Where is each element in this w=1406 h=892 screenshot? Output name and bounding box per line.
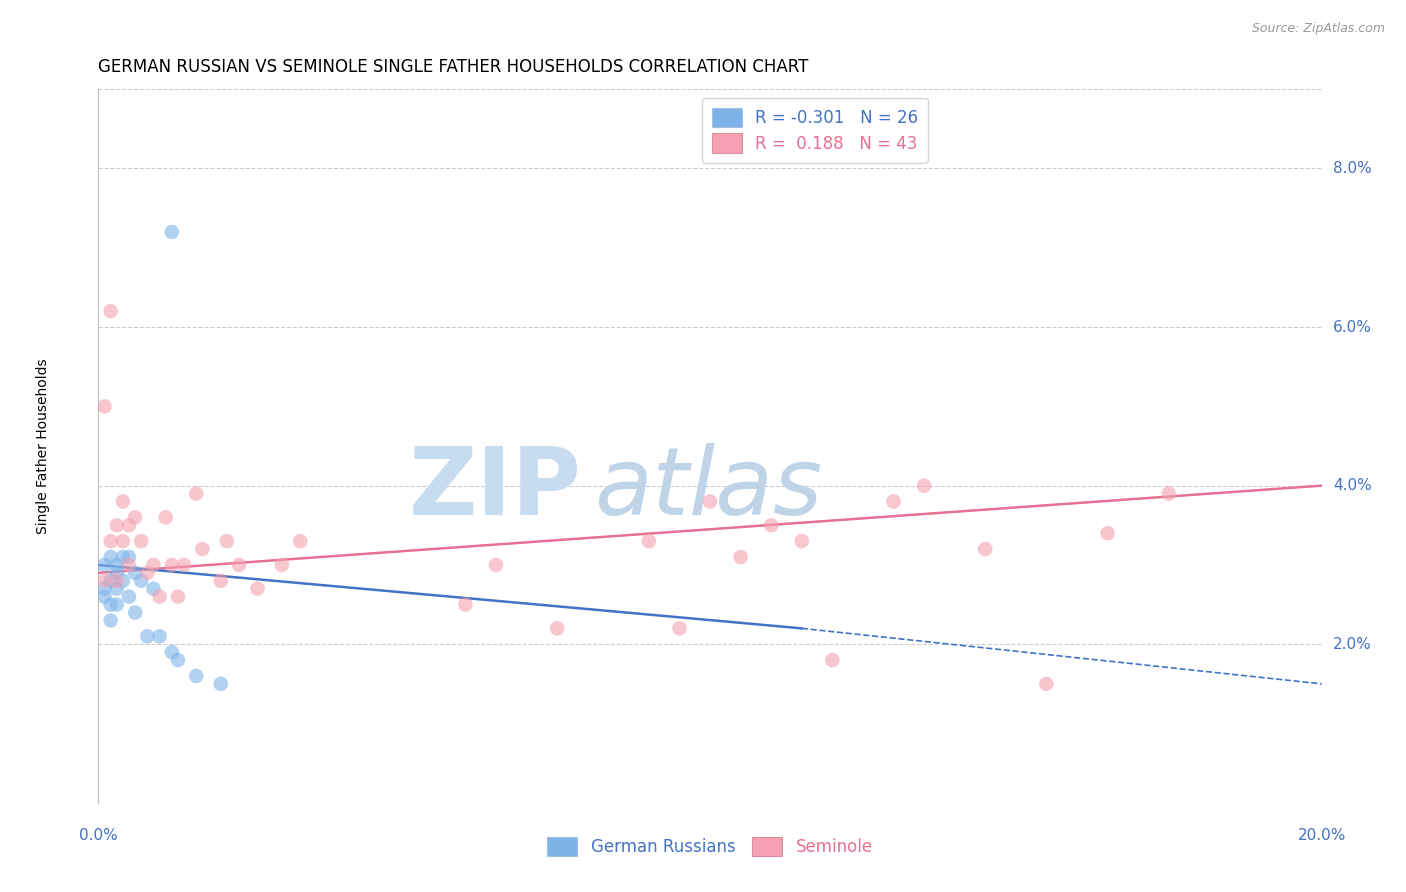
Text: ZIP: ZIP (409, 442, 582, 535)
Point (821, 653, 844, 667)
Point (100, 598, 122, 612)
Point (105, 566, 128, 580)
Point (637, 534, 661, 549)
Point (118, 558, 141, 572)
Text: 6.0%: 6.0% (1333, 319, 1372, 334)
Point (105, 582, 128, 596)
Point (105, 558, 128, 572)
Point (546, 621, 568, 635)
Point (105, 518, 128, 533)
Point (93, 558, 115, 572)
Point (124, 606, 146, 620)
Point (759, 518, 782, 533)
Point (93, 400, 115, 414)
Point (668, 621, 690, 635)
Point (167, 653, 190, 667)
Point (142, 582, 165, 596)
Point (485, 558, 508, 572)
Point (699, 494, 721, 508)
Point (111, 494, 134, 508)
Point (118, 518, 141, 533)
Point (111, 574, 134, 588)
Point (136, 629, 159, 643)
Point (209, 677, 232, 691)
Point (100, 574, 122, 588)
Point (173, 558, 195, 572)
Point (124, 566, 146, 580)
Point (136, 566, 159, 580)
Point (228, 558, 250, 572)
Point (167, 590, 190, 604)
Point (111, 549, 134, 564)
Point (1035, 677, 1057, 691)
Point (191, 542, 214, 557)
Point (974, 542, 997, 557)
Point (100, 304, 122, 318)
Point (93, 582, 115, 596)
Text: 0.0%: 0.0% (79, 828, 118, 843)
Point (290, 534, 312, 549)
Point (730, 549, 752, 564)
Point (1157, 486, 1180, 500)
Point (149, 590, 172, 604)
Point (160, 645, 183, 659)
Legend: German Russians, Seminole: German Russians, Seminole (537, 827, 883, 866)
Point (93, 574, 115, 588)
Point (111, 534, 134, 549)
Point (105, 574, 128, 588)
Text: 2.0%: 2.0% (1333, 637, 1371, 652)
Point (454, 598, 477, 612)
Point (100, 534, 122, 549)
Point (129, 534, 152, 549)
Point (129, 574, 152, 588)
Point (100, 549, 122, 564)
Point (1097, 526, 1119, 541)
Point (100, 614, 122, 628)
Point (155, 510, 177, 524)
Text: 8.0%: 8.0% (1333, 161, 1371, 176)
Text: Single Father Households: Single Father Households (37, 359, 51, 533)
Text: atlas: atlas (593, 443, 823, 534)
Point (149, 629, 172, 643)
Text: Source: ZipAtlas.com: Source: ZipAtlas.com (1251, 22, 1385, 36)
Text: 20.0%: 20.0% (1298, 828, 1346, 843)
Point (209, 574, 232, 588)
Text: GERMAN RUSSIAN VS SEMINOLE SINGLE FATHER HOUSEHOLDS CORRELATION CHART: GERMAN RUSSIAN VS SEMINOLE SINGLE FATHER… (98, 58, 808, 76)
Point (118, 590, 141, 604)
Point (246, 582, 269, 596)
Point (790, 534, 813, 549)
Point (186, 486, 208, 500)
Point (883, 494, 905, 508)
Point (160, 558, 183, 572)
Point (124, 510, 146, 524)
Point (270, 558, 292, 572)
Point (93, 590, 115, 604)
Point (142, 558, 165, 572)
Point (912, 478, 935, 492)
Point (105, 598, 128, 612)
Point (160, 225, 183, 239)
Point (215, 534, 238, 549)
Point (118, 549, 141, 564)
Text: 4.0%: 4.0% (1333, 478, 1371, 493)
Point (186, 669, 208, 683)
